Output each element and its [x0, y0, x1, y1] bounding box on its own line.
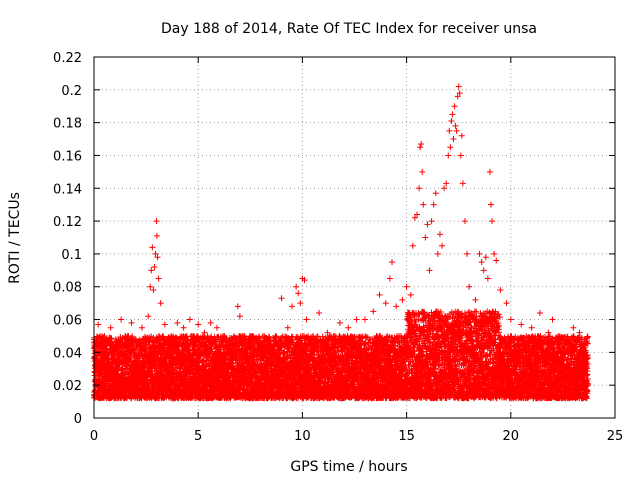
dense-band-layer [91, 308, 591, 402]
data-point [113, 356, 120, 363]
